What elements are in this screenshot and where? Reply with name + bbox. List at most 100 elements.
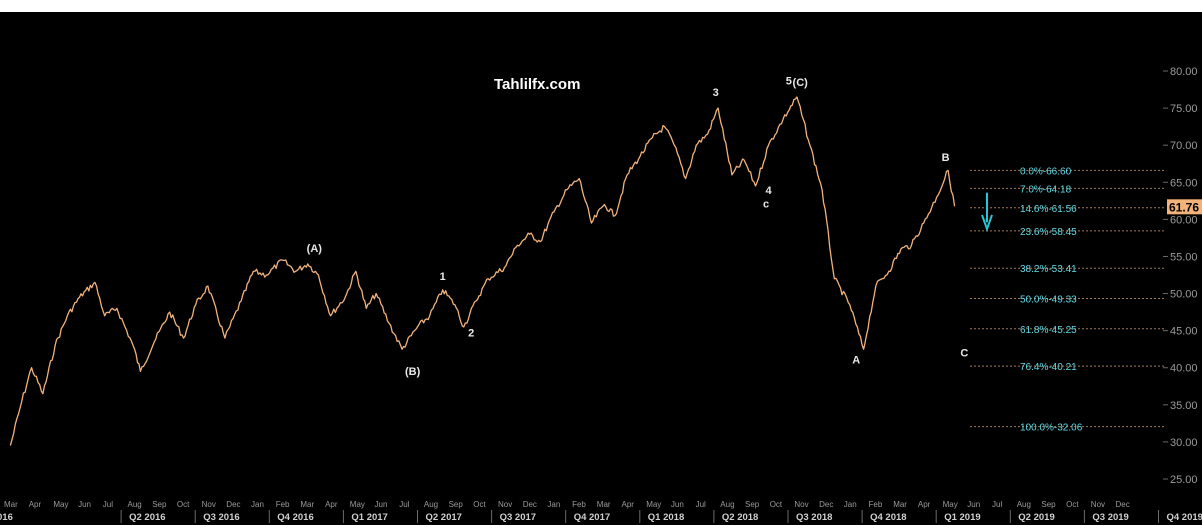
y-tick-label: 75.00 xyxy=(1170,103,1198,115)
wave-label: (A) xyxy=(307,243,323,255)
x-month-label: Nov xyxy=(794,500,808,509)
x-quarter-label: Q1 2017 xyxy=(351,512,387,523)
x-month-label: Mar xyxy=(300,500,314,509)
x-month-label: Oct xyxy=(770,500,783,509)
x-quarter-label: Q2 2016 xyxy=(129,512,165,523)
y-tick-label: 40.00 xyxy=(1170,363,1198,375)
x-quarter-label: Q4 2016 xyxy=(277,512,313,523)
x-month-label: Jan xyxy=(844,500,857,509)
x-quarter-label: Q1 2019 xyxy=(944,512,980,523)
x-month-label: Dec xyxy=(523,500,537,509)
y-tick-label: 65.00 xyxy=(1170,177,1198,189)
x-month-label: Nov xyxy=(202,500,216,509)
x-quarter-label: Q3 2019 xyxy=(1092,512,1128,523)
y-tick-label: 70.00 xyxy=(1170,140,1198,152)
x-month-label: Jul xyxy=(399,500,409,509)
x-quarter-label: Q4 2017 xyxy=(574,512,610,523)
wave-label: 4 xyxy=(765,185,772,197)
fib-level-label: 100.0%-32.06 xyxy=(1020,423,1083,434)
x-quarter-label: Q2 2017 xyxy=(426,512,462,523)
x-month-label: Aug xyxy=(424,500,438,509)
fib-level-label: 38.2%-53.41 xyxy=(1020,264,1077,275)
wave-label: c xyxy=(763,198,769,210)
fib-level-label: 61.8%-45.25 xyxy=(1020,325,1077,336)
fib-level-label: 23.6%-58.45 xyxy=(1020,227,1077,238)
x-month-label: Feb xyxy=(276,500,290,509)
x-month-label: Apr xyxy=(29,500,42,509)
fib-level-label: 50.0%-49.33 xyxy=(1020,295,1077,306)
x-month-label: Oct xyxy=(473,500,486,509)
x-month-label: Dec xyxy=(1116,500,1130,509)
x-month-label: May xyxy=(646,500,661,509)
x-quarter-label: 016 xyxy=(0,512,13,523)
x-quarter-label: Q1 2018 xyxy=(648,512,684,523)
x-month-label: Jun xyxy=(375,500,388,509)
x-month-label: Apr xyxy=(918,500,931,509)
x-month-label: Sep xyxy=(152,500,167,509)
x-month-label: Jun xyxy=(967,500,980,509)
x-month-label: Mar xyxy=(597,500,611,509)
x-month-label: Jul xyxy=(696,500,706,509)
chart-panel: 25.00 30.00 35.00 40.00 45.00 50.00 55.00 60.00… xyxy=(0,12,1202,525)
y-tick-label: 25.00 xyxy=(1170,474,1198,486)
fib-level-label: 14.6%-61.56 xyxy=(1020,204,1077,215)
x-month-label: Mar xyxy=(4,500,18,509)
x-month-label: Sep xyxy=(745,500,760,509)
x-quarter-label: Q2 2019 xyxy=(1018,512,1054,523)
x-month-label: May xyxy=(350,500,365,509)
wave-label: 3 xyxy=(713,87,719,99)
wave-label: A xyxy=(852,354,860,366)
last-price-label: 61.76 xyxy=(1169,200,1199,214)
wave-label: (B) xyxy=(405,366,421,378)
wave-label: C xyxy=(960,348,968,360)
y-tick-label: 35.00 xyxy=(1170,400,1198,412)
x-month-label: Jul xyxy=(103,500,113,509)
x-month-label: Aug xyxy=(128,500,142,509)
fib-level-label: 76.4%-40.21 xyxy=(1020,362,1077,373)
price-chart: 25.00 30.00 35.00 40.00 45.00 50.00 55.00 60.00… xyxy=(0,66,1202,523)
x-quarter-label: Q2 2018 xyxy=(722,512,758,523)
y-tick-label: 30.00 xyxy=(1170,437,1198,449)
x-month-label: Feb xyxy=(572,500,586,509)
wave-label: B xyxy=(942,152,950,164)
x-quarter-label: Q4 2018 xyxy=(870,512,906,523)
x-month-label: Feb xyxy=(869,500,883,509)
y-tick-label: 55.00 xyxy=(1170,251,1198,263)
x-month-label: Aug xyxy=(1017,500,1031,509)
x-month-label: Mar xyxy=(893,500,907,509)
x-month-label: Apr xyxy=(622,500,635,509)
y-tick-label: 80.00 xyxy=(1170,66,1198,78)
y-tick-label: 50.00 xyxy=(1170,289,1198,301)
wave-label: 5 xyxy=(786,75,792,87)
x-month-label: Jun xyxy=(671,500,684,509)
price-series-line xyxy=(9,96,956,446)
x-quarter-label: Q3 2017 xyxy=(500,512,536,523)
x-month-label: May xyxy=(943,500,958,509)
x-month-label: Nov xyxy=(498,500,512,509)
x-month-label: Oct xyxy=(1066,500,1079,509)
x-month-label: Jan xyxy=(251,500,264,509)
x-quarter-label: Q4 2019 xyxy=(1167,512,1202,523)
x-month-label: Dec xyxy=(226,500,240,509)
x-month-label: Aug xyxy=(720,500,734,509)
wave-label: 2 xyxy=(468,328,474,340)
down-arrow-head-icon xyxy=(981,214,993,232)
x-month-label: Jan xyxy=(547,500,560,509)
x-month-label: Sep xyxy=(1041,500,1056,509)
x-month-label: Dec xyxy=(819,500,833,509)
x-quarter-label: Q3 2016 xyxy=(203,512,239,523)
x-month-label: Nov xyxy=(1091,500,1105,509)
last-price-tag xyxy=(1167,199,1202,215)
y-tick-label: 45.00 xyxy=(1170,326,1198,338)
x-month-label: Oct xyxy=(177,500,190,509)
wave-label: (C) xyxy=(793,77,809,89)
y-tick-label: 60.00 xyxy=(1170,214,1198,226)
fib-level-label: 7.0%-64.18 xyxy=(1020,184,1072,195)
x-month-label: Apr xyxy=(325,500,338,509)
wave-label: 1 xyxy=(440,271,446,283)
x-month-label: Sep xyxy=(449,500,464,509)
x-month-label: Jun xyxy=(78,500,91,509)
x-quarter-label: Q3 2018 xyxy=(796,512,832,523)
fib-level-label: 0.0%-66.60 xyxy=(1020,166,1072,177)
x-month-label: May xyxy=(53,500,68,509)
